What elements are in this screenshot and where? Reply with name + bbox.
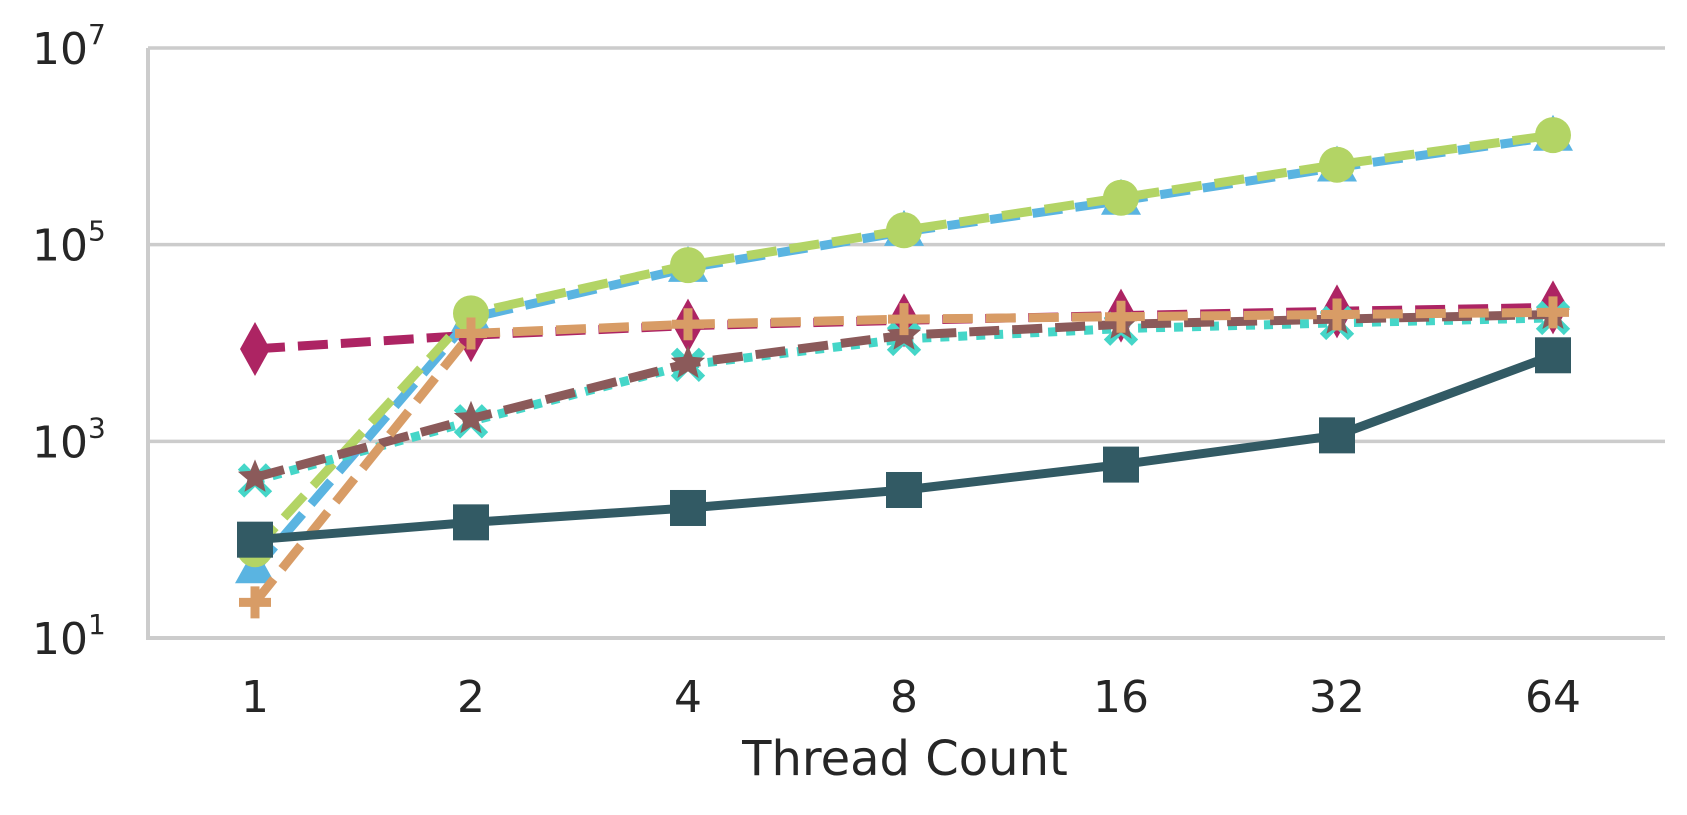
data-point bbox=[672, 308, 704, 341]
data-point bbox=[453, 400, 489, 434]
data-point bbox=[886, 471, 922, 508]
series-6 bbox=[239, 296, 1569, 619]
y-tick-labels: 101 103 105 107 bbox=[32, 18, 106, 665]
x-tick-labels: 1 2 4 8 16 32 64 bbox=[241, 672, 1581, 723]
data-point bbox=[1537, 296, 1569, 329]
data-point bbox=[670, 489, 706, 526]
data-point bbox=[888, 303, 920, 336]
data-point bbox=[453, 295, 489, 332]
data-point bbox=[455, 317, 487, 350]
x-tick-label: 64 bbox=[1525, 672, 1581, 723]
data-point bbox=[670, 345, 706, 378]
x-tick-label: 4 bbox=[674, 672, 702, 723]
x-tick-label: 32 bbox=[1309, 672, 1365, 723]
data-point bbox=[1535, 117, 1571, 154]
series-7 bbox=[237, 337, 1571, 558]
series-group bbox=[235, 114, 1573, 619]
x-tick-label: 16 bbox=[1093, 672, 1149, 723]
data-point bbox=[240, 321, 270, 376]
y-tick-label: 107 bbox=[32, 18, 106, 75]
series-3 bbox=[237, 117, 1571, 568]
x-tick-label: 8 bbox=[890, 672, 918, 723]
data-point bbox=[1103, 179, 1139, 216]
x-tick-label: 1 bbox=[241, 672, 269, 723]
data-point bbox=[1319, 417, 1355, 454]
data-point bbox=[453, 504, 489, 541]
series-line bbox=[254, 351, 1555, 545]
x-tick-label: 2 bbox=[457, 672, 485, 723]
data-point bbox=[1105, 300, 1137, 333]
y-tick-label: 101 bbox=[32, 608, 106, 665]
data-point bbox=[1319, 146, 1355, 183]
x-axis-label: Thread Count bbox=[741, 731, 1068, 787]
data-point bbox=[670, 247, 706, 284]
data-point bbox=[237, 521, 273, 558]
data-point bbox=[1535, 337, 1571, 374]
series-line bbox=[251, 307, 1554, 606]
axes bbox=[146, 48, 1665, 640]
data-point bbox=[1103, 446, 1139, 483]
data-point bbox=[237, 459, 273, 492]
data-point bbox=[886, 212, 922, 249]
y-tick-label: 103 bbox=[32, 411, 106, 468]
data-point bbox=[239, 586, 271, 619]
data-point bbox=[1321, 298, 1353, 331]
y-tick-label: 105 bbox=[32, 215, 106, 272]
